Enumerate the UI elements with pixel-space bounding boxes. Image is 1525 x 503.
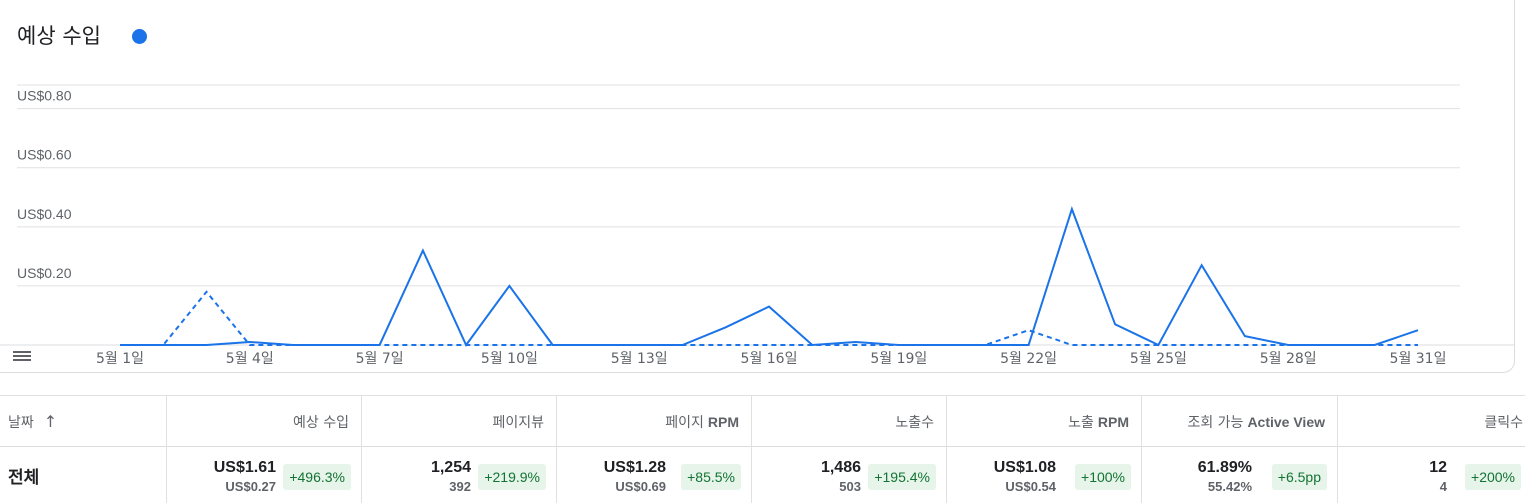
column-header-label: 노출 (1068, 414, 1094, 431)
cell-previous-value: 4 (1439, 479, 1447, 494)
column-header-pageviews[interactable]: 페이지뷰 (361, 396, 556, 447)
column-header-active-view[interactable]: 조회 가능 Active View (1141, 396, 1337, 447)
change-badge: +200% (1465, 464, 1521, 490)
data-table: 날짜 ↑ 예상 수입 페이지뷰 페이지 RPM 노출수 노출 RPM 조회 가능 Ac… (0, 395, 1525, 503)
column-header-label: 조회 가능 (1187, 414, 1244, 431)
x-tick-label: 5월 13일 (611, 351, 668, 367)
cell-value: 61.89% (1197, 459, 1252, 476)
cell-previous-value: 392 (449, 479, 471, 494)
x-tick-label: 5월 25일 (1130, 351, 1187, 367)
column-header-estimated-earnings[interactable]: 예상 수입 (166, 396, 361, 447)
column-header-label: 페이지 (665, 414, 704, 431)
column-header-label: 페이지뷰 (492, 414, 544, 431)
column-header-page-rpm[interactable]: 페이지 RPM (556, 396, 751, 447)
cell-impressions: 1,486 503 +195.4% (751, 447, 946, 503)
y-tick-label: US$0.60 (17, 147, 72, 163)
cell-value: US$1.61 (213, 459, 276, 476)
x-tick-label: 5월 31일 (1390, 351, 1447, 367)
y-tick-label: US$0.40 (17, 206, 72, 222)
cell-value: US$1.28 (603, 459, 666, 476)
column-header-label: 노출수 (895, 414, 934, 431)
change-badge: +496.3% (283, 464, 351, 490)
cell-previous-value: US$0.69 (615, 479, 666, 494)
change-badge: +100% (1075, 464, 1131, 490)
change-badge: +85.5% (681, 464, 741, 490)
cell-page-rpm: US$1.28 US$0.69 +85.5% (556, 447, 751, 503)
column-header-bold: RPM (1097, 413, 1129, 430)
x-tick-label: 5월 28일 (1260, 351, 1317, 367)
column-header-impressions[interactable]: 노출수 (751, 396, 946, 447)
cell-clicks: 12 4 +200% (1337, 447, 1525, 503)
cell-active-view: 61.89% 55.42% +6.5pp (1141, 447, 1337, 503)
cell-impression-rpm: US$1.08 US$0.54 +100% (946, 447, 1141, 503)
chart-card: 예상 수입 US$0.20 US$0.40 US$0.60 US$0.80 5월 1일 5… (0, 0, 1515, 373)
series-line-comparison (120, 290, 1418, 346)
column-header-label: 날짜 (8, 414, 34, 431)
cell-previous-value: US$0.27 (225, 479, 276, 494)
x-tick-label: 5월 22일 (1000, 351, 1057, 367)
x-tick-label: 5월 10일 (481, 351, 538, 367)
change-badge: +195.4% (868, 464, 936, 490)
chart-title: 예상 수입 (17, 24, 101, 48)
table-row-total: 전체 US$1.61 US$0.27 +496.3% 1,254 392 +219.… (0, 447, 1525, 503)
arrow-up-icon[interactable]: ↑ (43, 412, 58, 431)
cell-previous-value: 503 (839, 479, 861, 494)
column-header-clicks[interactable]: 클릭수 (1337, 396, 1525, 447)
table-header: 날짜 ↑ 예상 수입 페이지뷰 페이지 RPM 노출수 노출 RPM 조회 가능 Ac… (0, 395, 1525, 447)
series-line-current (120, 206, 1419, 347)
cell-previous-value: US$0.54 (1005, 479, 1056, 494)
cell-value: 1,254 (430, 459, 471, 476)
y-tick-label: US$0.20 (17, 265, 72, 281)
column-header-bold: Active View (1247, 413, 1325, 430)
cell-estimated-earnings: US$1.61 US$0.27 +496.3% (166, 447, 361, 503)
column-header-label: 클릭수 (1484, 414, 1523, 431)
change-badge: +219.9% (478, 464, 546, 490)
cell-value: US$1.08 (993, 459, 1056, 476)
column-header-label: 예상 수입 (293, 414, 349, 431)
cell-value: 12 (1429, 459, 1447, 476)
series-dot (132, 29, 147, 44)
x-tick-label: 5월 4일 (226, 351, 274, 367)
total-label: 전체 (8, 467, 40, 488)
x-tick-label: 5월 19일 (870, 351, 927, 367)
line-chart: US$0.20 US$0.40 US$0.60 US$0.80 5월 1일 5월 4일 5월… (0, 84, 1515, 367)
y-tick-label: US$0.80 (17, 88, 72, 104)
menu-lines-icon[interactable] (13, 351, 31, 365)
column-header-bold: RPM (707, 413, 739, 430)
column-header-date[interactable]: 날짜 ↑ (0, 396, 166, 447)
cell-previous-value: 55.42% (1207, 479, 1252, 494)
column-header-impression-rpm[interactable]: 노출 RPM (946, 396, 1141, 447)
x-tick-label: 5월 1일 (96, 351, 144, 367)
cell-pageviews: 1,254 392 +219.9% (361, 447, 556, 503)
x-tick-label: 5월 7일 (356, 351, 404, 367)
change-badge: +6.5pp (1271, 464, 1327, 490)
cell-value: 1,486 (820, 459, 861, 476)
x-tick-label: 5월 16일 (741, 351, 798, 367)
